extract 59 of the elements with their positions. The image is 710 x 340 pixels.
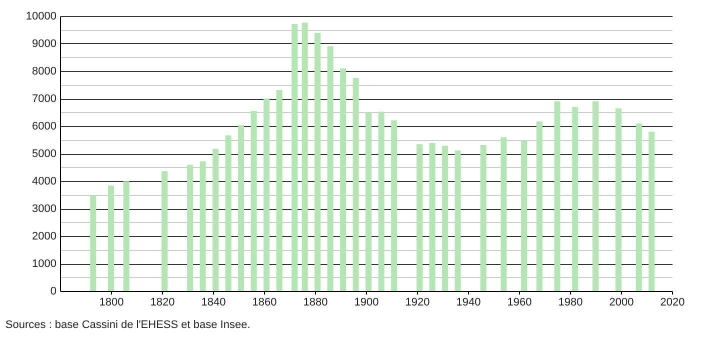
bar xyxy=(416,144,423,291)
bar xyxy=(200,161,206,291)
bar xyxy=(162,171,168,291)
bar xyxy=(212,148,219,291)
y-tick-label: 6000 xyxy=(32,120,56,132)
x-tick-label: 2000 xyxy=(609,296,634,308)
bar xyxy=(90,196,96,291)
bar xyxy=(391,120,398,291)
bar xyxy=(238,125,244,291)
bar xyxy=(250,110,257,291)
bar xyxy=(302,22,308,291)
x-tick-label: 1980 xyxy=(558,296,583,308)
y-tick-label: 10000 xyxy=(26,10,56,22)
y-tick-label: 9000 xyxy=(32,38,56,50)
bar xyxy=(366,112,372,291)
bar xyxy=(480,144,486,291)
bar xyxy=(648,132,655,291)
y-tick-label: 5000 xyxy=(32,148,56,160)
bar xyxy=(442,146,448,291)
bar xyxy=(500,137,507,291)
bar xyxy=(554,101,560,291)
y-tick-label: 3000 xyxy=(32,203,56,215)
bar xyxy=(108,186,114,291)
bar xyxy=(592,101,598,291)
x-tick-label: 1920 xyxy=(405,296,430,308)
bar xyxy=(276,90,282,291)
bar xyxy=(521,140,528,291)
bar xyxy=(378,112,384,291)
x-tick-label: 1900 xyxy=(354,296,379,308)
source-note: Sources : base Cassini de l'EHESS et base Insee. xyxy=(5,319,250,331)
bar xyxy=(572,107,578,291)
y-tick-label: 2000 xyxy=(32,230,56,242)
bar xyxy=(615,108,622,291)
y-tick-label: 7000 xyxy=(32,93,56,105)
y-tick-label: 1000 xyxy=(32,258,56,270)
x-tick-label: 1880 xyxy=(303,296,328,308)
bar xyxy=(225,135,232,291)
bar xyxy=(352,78,359,291)
x-tick-label: 2020 xyxy=(660,296,685,308)
x-tick-label: 1840 xyxy=(201,296,226,308)
x-tick-label: 1940 xyxy=(456,296,481,308)
x-tick-label: 1820 xyxy=(150,296,175,308)
bar xyxy=(429,143,436,291)
bar xyxy=(264,98,270,291)
bar xyxy=(340,68,346,291)
bar xyxy=(123,181,130,291)
bar xyxy=(314,33,321,291)
bar xyxy=(454,150,461,291)
y-tick-label: 8000 xyxy=(32,66,56,78)
bar xyxy=(292,24,298,291)
y-tick-label: 4000 xyxy=(32,176,56,188)
bar xyxy=(187,164,194,291)
x-tick-label: 1800 xyxy=(99,296,124,308)
x-tick-label: 1960 xyxy=(507,296,532,308)
bar xyxy=(327,46,334,291)
y-tick-label: 0 xyxy=(50,286,56,298)
bar xyxy=(636,124,642,291)
bar xyxy=(536,121,542,291)
x-tick-label: 1860 xyxy=(252,296,277,308)
